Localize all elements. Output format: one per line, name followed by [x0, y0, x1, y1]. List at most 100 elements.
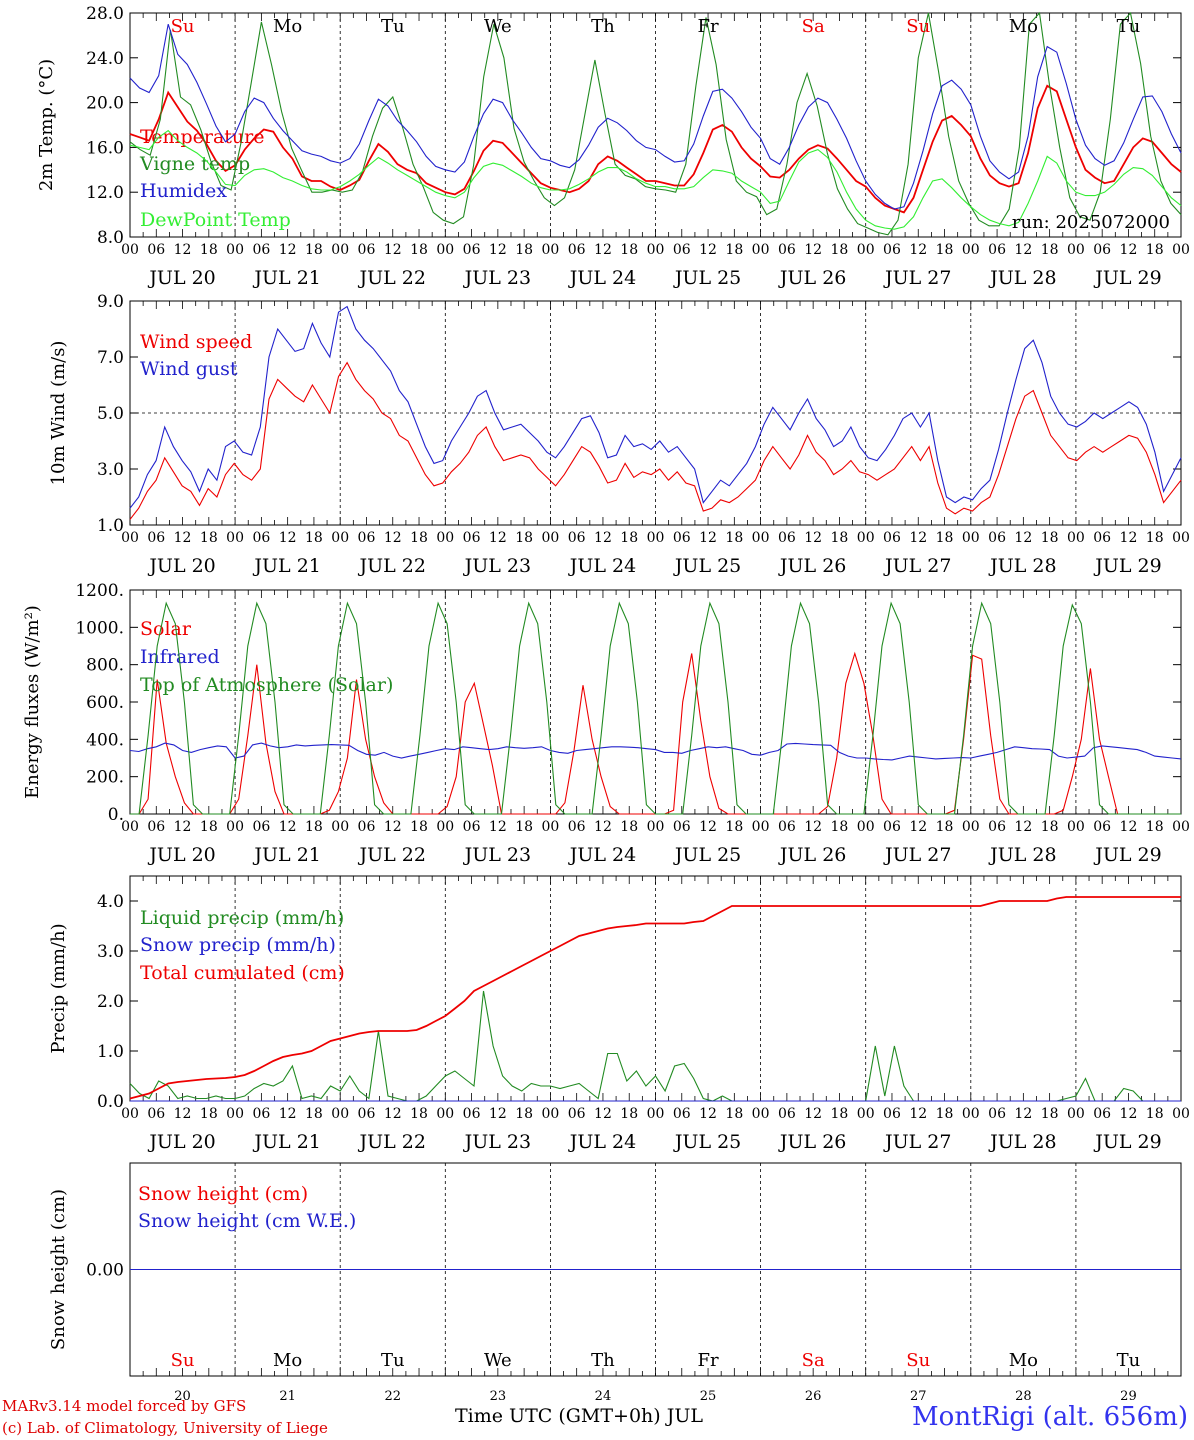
series-line	[129, 11, 1182, 236]
date-label: JUL 26	[778, 267, 846, 289]
y-axis-label: 10m Wind (m/s)	[48, 341, 69, 486]
hour-tick-label: 12	[489, 819, 507, 835]
hour-tick-label: 06	[252, 1106, 270, 1122]
date-label: JUL 24	[568, 844, 636, 866]
hour-tick-label: 00	[226, 819, 244, 835]
hour-tick-label: 00	[857, 1106, 875, 1122]
day-number-label: 23	[490, 1389, 507, 1404]
hour-tick-label: 18	[831, 242, 849, 258]
date-label: JUL 22	[358, 1131, 426, 1153]
hour-tick-label: 18	[620, 530, 638, 546]
hour-tick-label: 00	[226, 1106, 244, 1122]
legend-entry: Snow height (cm)	[138, 1183, 308, 1205]
date-label: JUL 25	[673, 844, 741, 866]
hour-tick-label: 18	[410, 1106, 428, 1122]
date-label: JUL 23	[463, 844, 531, 866]
y-tick-label: 0.0	[97, 1092, 124, 1112]
hour-tick-label: 06	[988, 242, 1006, 258]
hour-tick-label: 00	[1067, 530, 1085, 546]
hour-tick-label: 12	[174, 242, 192, 258]
hour-tick-label: 18	[515, 530, 533, 546]
hour-tick-label: 18	[305, 242, 323, 258]
date-label: JUL 24	[568, 267, 636, 289]
hour-tick-label: 18	[305, 819, 323, 835]
hour-tick-label: 18	[410, 819, 428, 835]
hour-tick-label: 18	[200, 819, 218, 835]
date-label: JUL 28	[988, 555, 1056, 577]
hour-tick-label: 00	[541, 1106, 559, 1122]
date-label: JUL 28	[988, 1131, 1056, 1153]
weekday-label: Su	[171, 16, 195, 37]
hour-tick-label: 06	[358, 242, 376, 258]
hour-tick-label: 12	[1120, 819, 1138, 835]
weekday-label: Fr	[698, 16, 719, 37]
legend-entry: Humidex	[140, 180, 227, 202]
y-tick-label: 8.0	[97, 228, 124, 248]
date-label: JUL 27	[883, 844, 951, 866]
date-label: JUL 22	[358, 844, 426, 866]
hour-tick-label: 12	[594, 242, 612, 258]
hour-tick-label: 00	[1067, 819, 1085, 835]
panel-1: 8.0 12.0 16.0 20.0 24.0 28.0 2m Temp. (°C) 00 06…	[36, 4, 1190, 289]
hour-tick-label: 00	[647, 530, 665, 546]
hour-tick-label: 18	[1041, 1106, 1059, 1122]
hour-tick-label: 12	[489, 530, 507, 546]
hour-tick-label: 12	[909, 530, 927, 546]
weekday-label: Tu	[1117, 16, 1141, 37]
legend-entry: Solar	[140, 618, 192, 640]
hour-tick-label: 12	[1014, 1106, 1032, 1122]
hour-tick-label: 06	[252, 242, 270, 258]
hour-tick-label: 12	[1120, 530, 1138, 546]
hour-tick-label: 12	[279, 1106, 297, 1122]
hour-tick-label: 12	[384, 819, 402, 835]
hour-tick-label: 00	[962, 819, 980, 835]
hour-tick-label: 18	[200, 1106, 218, 1122]
hour-tick-label: 18	[831, 530, 849, 546]
hour-tick-label: 00	[121, 1106, 139, 1122]
series-line	[129, 305, 1182, 509]
weekday-label: Su	[906, 16, 930, 37]
hour-tick-label: 00	[1067, 1106, 1085, 1122]
hour-tick-label: 06	[988, 530, 1006, 546]
hour-tick-label: 06	[147, 242, 165, 258]
hour-tick-label: 18	[620, 819, 638, 835]
hour-tick-label: 12	[174, 530, 192, 546]
weekday-label: Tu	[381, 16, 405, 37]
model-credit: MARv3.14 model forced by GFS	[2, 1397, 247, 1415]
date-label: JUL 23	[463, 555, 531, 577]
weekday-label: Mo	[1009, 1350, 1038, 1371]
hour-tick-label: 12	[174, 1106, 192, 1122]
hour-tick-label: 00	[752, 1106, 770, 1122]
weekday-label: Tu	[381, 1350, 405, 1371]
hour-tick-label: 18	[936, 819, 954, 835]
plot-frame	[129, 589, 1182, 815]
hour-tick-label: 06	[568, 242, 586, 258]
series-line	[129, 742, 1182, 761]
hour-tick-label: 18	[410, 242, 428, 258]
hour-tick-label: 00	[541, 819, 559, 835]
hour-tick-label: 12	[909, 242, 927, 258]
date-label: JUL 27	[883, 555, 951, 577]
hour-tick-label: 12	[804, 1106, 822, 1122]
date-label: JUL 26	[778, 1131, 846, 1153]
weekday-label: We	[484, 16, 512, 37]
panel-4: 0.0 1.0 2.0 3.0 4.0 Precip (mm/h) 00 06 12 18 00 06…	[48, 875, 1190, 1153]
hour-tick-label: 06	[463, 530, 481, 546]
hour-tick-label: 00	[1172, 819, 1190, 835]
hour-tick-label: 18	[200, 530, 218, 546]
date-label: JUL 20	[147, 555, 215, 577]
date-label: JUL 29	[1093, 844, 1161, 866]
hour-tick-label: 06	[568, 530, 586, 546]
hour-tick-label: 12	[594, 530, 612, 546]
date-label: JUL 22	[358, 267, 426, 289]
y-axis-label: 2m Temp. (°C)	[36, 59, 57, 191]
hour-tick-label: 06	[673, 242, 691, 258]
date-label: JUL 27	[883, 267, 951, 289]
series-line	[129, 129, 1182, 230]
y-tick-label: 12.0	[86, 183, 124, 203]
hour-tick-label: 06	[147, 1106, 165, 1122]
date-label: JUL 26	[778, 555, 846, 577]
hour-tick-label: 18	[515, 1106, 533, 1122]
day-number-label: 29	[1120, 1389, 1137, 1404]
